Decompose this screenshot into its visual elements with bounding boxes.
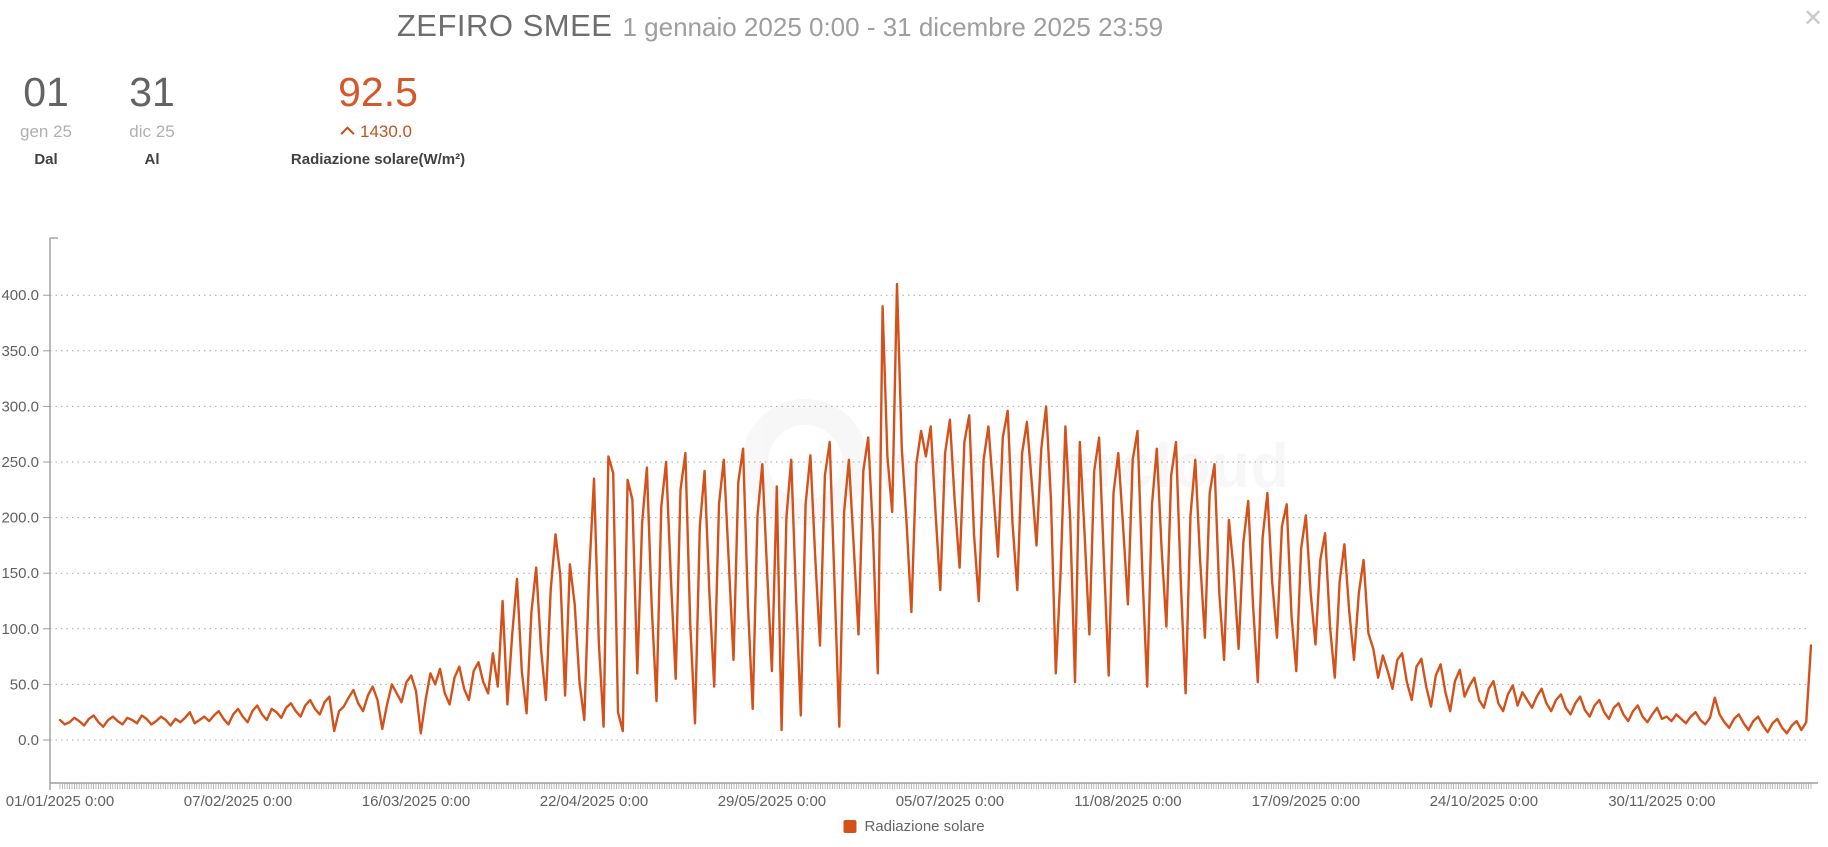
metric-current-value: 92.5 [338,69,418,115]
y-axis-label: 350.0 [1,343,39,360]
y-axis-label: 200.0 [1,510,39,527]
y-axis-label: 100.0 [1,621,39,638]
x-axis-label: 30/11/2025 0:00 [1608,793,1715,810]
station-title: ZEFIRO SMEE [396,8,613,43]
date-to-picker[interactable]: 31 dic 25 Al [129,70,175,168]
metric-max-value: 1430.0 [359,122,412,141]
x-axis-label: 24/10/2025 0:00 [1430,793,1538,810]
from-day-value: 01 [23,69,69,115]
to-month-value: dic 25 [129,122,175,141]
x-axis-label: 22/04/2025 0:00 [540,793,648,810]
x-axis-label: 05/07/2025 0:00 [896,793,1004,810]
legend-item-radiazione-solare[interactable]: Radiazione solare [843,818,985,835]
y-axis-label: 0.0 [18,732,39,749]
x-axis-label: 01/01/2025 0:00 [6,793,114,810]
from-label: Dal [34,151,58,168]
date-from-picker[interactable]: 01 gen 25 Dal [20,70,72,168]
metric-label: Radiazione solare(W/m²) [290,151,466,168]
y-axis-label: 50.0 [10,676,39,693]
x-axis-label: 16/03/2025 0:00 [362,793,470,810]
to-day-value: 31 [129,69,175,115]
x-axis-label: 07/02/2025 0:00 [184,793,292,810]
x-axis-label: 11/08/2025 0:00 [1074,793,1181,810]
to-label: Al [144,151,160,168]
y-axis-label: 150.0 [1,565,39,582]
close-icon[interactable]: ✕ [1802,5,1824,32]
metric-summary: 92.5 1430.0 Radiazione solare(W/m²) [291,70,465,168]
metric-max-row: 1430.0 [291,122,465,142]
y-axis-label: 400.0 [1,287,39,304]
radiation-series-line[interactable] [58,282,1813,735]
legend-label: Radiazione solare [864,818,985,835]
legend-swatch [843,820,857,833]
x-axis-label: 29/05/2025 0:00 [718,793,826,810]
x-axis-label: 17/09/2025 0:00 [1252,793,1360,810]
date-range-subtitle: 1 gennaio 2025 0:00 - 31 dicembre 2025 2… [622,12,1164,42]
y-axis-label: 300.0 [1,398,39,415]
chart-header: ZEFIRO SMEE 1 gennaio 2025 0:00 - 31 dice… [397,8,1163,44]
y-axis-label: 250.0 [1,454,39,471]
from-month-value: gen 25 [20,122,72,141]
